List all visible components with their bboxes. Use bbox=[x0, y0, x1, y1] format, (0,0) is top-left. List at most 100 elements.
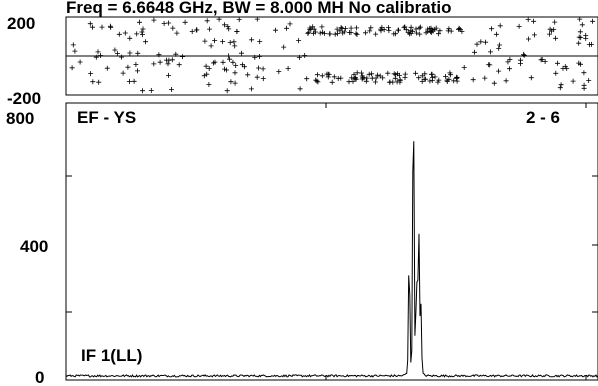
phase-point bbox=[367, 28, 373, 34]
phase-point bbox=[72, 48, 78, 54]
phase-point bbox=[497, 42, 503, 48]
phase-point bbox=[528, 75, 534, 81]
phase-point bbox=[456, 25, 462, 31]
phase-point bbox=[260, 66, 266, 72]
phase-point bbox=[254, 16, 260, 22]
phase-point bbox=[331, 74, 337, 80]
amplitude-ticks bbox=[66, 103, 598, 380]
phase-point bbox=[98, 53, 104, 58]
phase-point bbox=[202, 38, 208, 44]
phase-point bbox=[139, 29, 145, 35]
phase-point bbox=[482, 75, 488, 81]
phase-point bbox=[236, 17, 242, 23]
phase-point bbox=[525, 17, 531, 23]
phase-point bbox=[329, 79, 335, 85]
phase-point bbox=[461, 65, 467, 70]
phase-point bbox=[451, 78, 457, 84]
phase-point bbox=[472, 49, 478, 55]
phase-point bbox=[201, 73, 207, 79]
phase-point bbox=[353, 76, 359, 82]
phase-point bbox=[119, 54, 125, 60]
phase-point bbox=[413, 70, 419, 76]
phase-point bbox=[260, 76, 266, 82]
phase-point bbox=[311, 30, 316, 36]
phase-point bbox=[564, 65, 570, 71]
phase-point bbox=[385, 70, 391, 76]
phase-point bbox=[174, 30, 180, 36]
phase-point bbox=[335, 31, 340, 37]
phase-point bbox=[180, 54, 186, 60]
phase-point bbox=[581, 82, 587, 88]
phase-point bbox=[385, 25, 391, 31]
phase-point bbox=[314, 72, 320, 78]
phase-point bbox=[555, 60, 560, 66]
phase-point bbox=[231, 39, 237, 45]
phase-point bbox=[436, 31, 441, 37]
phase-point bbox=[112, 47, 118, 53]
phase-point bbox=[496, 45, 502, 51]
phase-point bbox=[352, 76, 358, 82]
phase-point bbox=[517, 61, 523, 67]
phase-point bbox=[354, 25, 360, 31]
phase-point bbox=[88, 71, 94, 77]
phase-point bbox=[416, 75, 422, 81]
phase-point bbox=[173, 51, 179, 57]
phase-point bbox=[402, 71, 408, 77]
phase-point bbox=[134, 31, 140, 37]
phase-point bbox=[194, 27, 200, 33]
phase-point bbox=[151, 61, 157, 67]
phase-point bbox=[135, 68, 140, 74]
phase-point bbox=[459, 28, 465, 34]
phase-point bbox=[363, 78, 369, 84]
phase-point bbox=[87, 21, 93, 27]
if-label: IF 1(LL) bbox=[81, 346, 142, 365]
phase-point bbox=[226, 26, 232, 32]
phase-point bbox=[115, 51, 120, 57]
phase-point bbox=[358, 70, 364, 76]
phase-point bbox=[551, 27, 557, 33]
phase-point bbox=[339, 26, 345, 31]
phase-point bbox=[583, 32, 589, 38]
phase-point bbox=[230, 59, 236, 65]
phase-point bbox=[169, 87, 174, 92]
phase-point bbox=[427, 78, 433, 84]
phase-point bbox=[208, 43, 214, 49]
phase-point bbox=[503, 78, 509, 84]
phase-point bbox=[557, 85, 563, 91]
phase-point bbox=[254, 74, 260, 80]
phase-point bbox=[416, 25, 422, 31]
phase-point bbox=[590, 18, 596, 24]
phase-point bbox=[392, 31, 398, 37]
baseline-label: EF - YS bbox=[77, 108, 136, 127]
phase-point bbox=[116, 31, 122, 37]
phase-point bbox=[140, 26, 146, 32]
phase-point bbox=[539, 57, 545, 62]
amp-ytick-max: 800 bbox=[6, 109, 34, 128]
phase-point bbox=[403, 27, 409, 33]
phase-point bbox=[228, 79, 234, 85]
phase-ytick-max: 200 bbox=[7, 14, 35, 33]
phase-point bbox=[483, 39, 489, 45]
phase-point bbox=[182, 19, 188, 25]
phase-point bbox=[579, 22, 585, 28]
phase-point bbox=[287, 21, 293, 27]
phase-point bbox=[226, 53, 231, 59]
phase-point bbox=[137, 19, 142, 25]
phase-point bbox=[432, 26, 438, 32]
phase-point bbox=[368, 25, 374, 31]
phase-point bbox=[413, 26, 419, 32]
phase-point bbox=[151, 17, 157, 23]
phase-point bbox=[296, 54, 302, 60]
phase-point bbox=[220, 59, 226, 65]
phase-point bbox=[377, 73, 383, 79]
phase-point bbox=[402, 24, 408, 30]
phase-point bbox=[425, 28, 431, 34]
phase-point bbox=[340, 30, 346, 36]
phase-point bbox=[161, 21, 167, 26]
phase-point bbox=[337, 28, 343, 34]
phase-point bbox=[326, 71, 332, 77]
phase-point bbox=[547, 31, 552, 37]
phase-point bbox=[338, 25, 344, 30]
phase-point bbox=[577, 29, 583, 35]
